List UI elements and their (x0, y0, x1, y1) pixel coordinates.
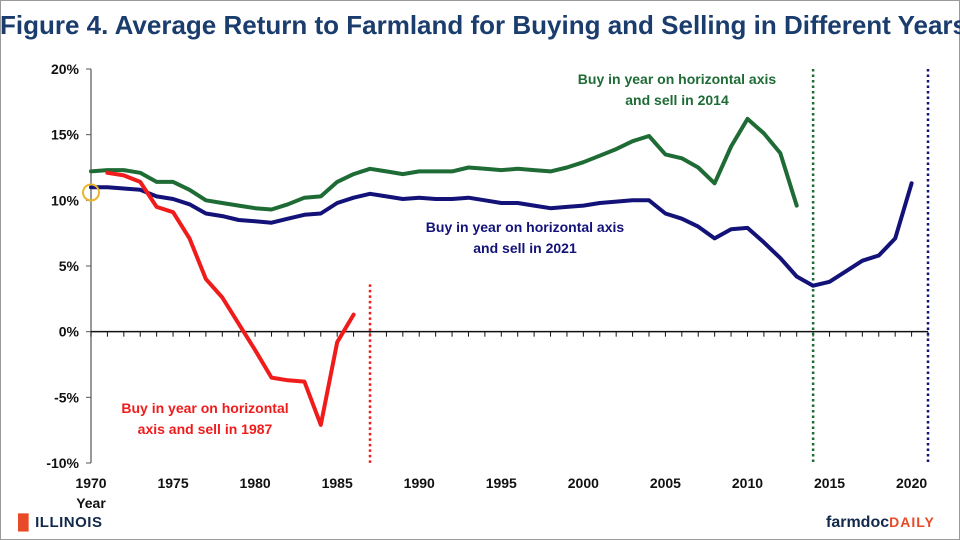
series-line-3 (105, 170, 356, 427)
y-tick-label: -10% (46, 455, 79, 471)
x-tick-label: 1990 (404, 475, 435, 491)
series-line-2 (89, 181, 914, 288)
block-i-icon: █ (18, 514, 30, 531)
x-tick-label: 2000 (568, 475, 599, 491)
y-tick-label: 15% (51, 127, 80, 143)
annotation-2-line-1: Buy in year on horizontal axis (426, 219, 625, 235)
x-tick-label: 1995 (486, 475, 517, 491)
annotation-1-line-1: Buy in year on horizontal axis (578, 71, 777, 87)
y-tick-label: 0% (59, 324, 80, 340)
chart-title: Figure 4. Average Return to Farmland for… (0, 10, 960, 40)
x-tick-label: 1975 (157, 475, 188, 491)
series-line-1 (89, 116, 799, 212)
x-tick-label: 2015 (814, 475, 845, 491)
annotation-2-line-2: and sell in 2021 (473, 240, 577, 256)
illinois-logo: █ ILLINOIS (18, 514, 103, 531)
annotation-1-line-2: and sell in 2014 (625, 92, 729, 108)
x-tick-label: 1970 (75, 475, 106, 491)
y-tick-label: 10% (51, 192, 80, 208)
highlight-circle (82, 183, 100, 202)
annotation-3-line-2: axis and sell in 1987 (138, 421, 273, 437)
x-tick-label: 1985 (322, 475, 353, 491)
x-tick-label: 2005 (650, 475, 681, 491)
x-tick-label: 2020 (896, 475, 927, 491)
y-tick-label: -5% (54, 389, 79, 405)
annotation-3-line-1: Buy in year on horizontal (121, 400, 288, 416)
x-axis-label: Year (76, 495, 106, 511)
farmdoc-daily-logo: farmdocDAILY (826, 514, 935, 531)
x-tick-label: 2010 (732, 475, 763, 491)
y-tick-label: 20% (51, 61, 80, 77)
y-tick-label: 5% (59, 258, 80, 274)
x-tick-label: 1980 (240, 475, 271, 491)
